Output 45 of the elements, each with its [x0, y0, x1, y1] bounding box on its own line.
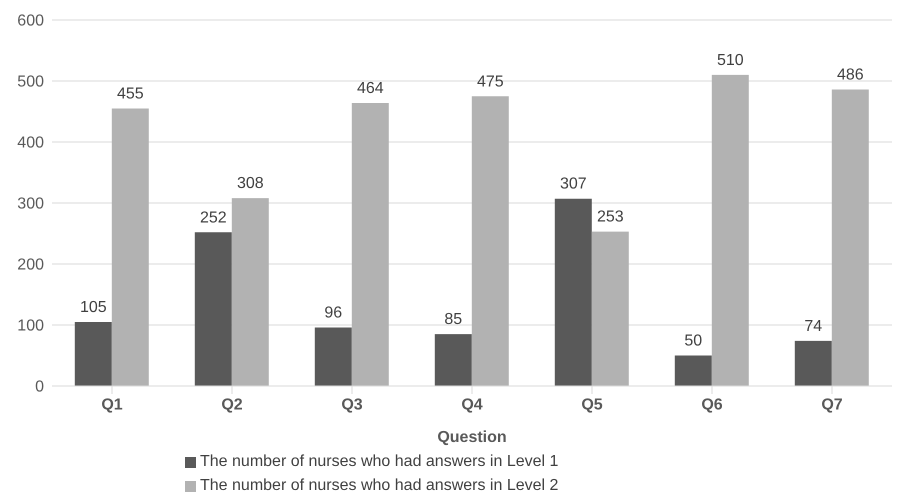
bar	[592, 232, 629, 386]
data-label: 510	[716, 52, 744, 69]
y-tick-label: 300	[17, 196, 44, 213]
x-tick-label: Q6	[701, 396, 723, 414]
bar	[314, 327, 352, 386]
bar	[794, 340, 832, 386]
x-tick-label: Q7	[821, 396, 843, 414]
data-label: 253	[596, 208, 624, 226]
x-tick-label: Q1	[101, 396, 123, 414]
bar	[434, 334, 472, 386]
bar	[352, 102, 389, 386]
data-label: 252	[200, 209, 227, 226]
x-tick-label: Q4	[461, 396, 483, 414]
legend-label: The number of nurses who had answers in Level 1	[200, 453, 558, 471]
bar	[832, 90, 869, 386]
data-label: 85	[444, 311, 462, 328]
x-tick-label: Q3	[341, 396, 363, 414]
bar	[194, 232, 232, 386]
bar	[674, 356, 712, 386]
data-label: 307	[560, 176, 587, 193]
data-label: 464	[356, 80, 384, 97]
y-tick-label: 500	[17, 74, 44, 91]
data-label: 74	[804, 318, 822, 335]
y-tick-label: 0	[35, 378, 44, 396]
data-label: 486	[836, 66, 864, 84]
x-tick-label: Q5	[581, 396, 603, 414]
bar	[112, 108, 149, 386]
legend-label: The number of nurses who had answers in Level 2	[200, 477, 558, 495]
data-label: 455	[116, 85, 144, 102]
data-label: 96	[324, 304, 342, 322]
bar	[74, 322, 112, 386]
x-axis-title: Question	[437, 429, 507, 446]
bar	[554, 198, 592, 386]
data-label: 105	[80, 298, 107, 316]
y-tick-label: 200	[17, 256, 44, 274]
y-tick-label: 400	[17, 134, 44, 152]
data-label: 308	[236, 175, 264, 192]
data-label: 475	[476, 73, 504, 90]
y-tick-label: 100	[17, 318, 44, 335]
bar	[472, 96, 509, 386]
data-label: 50	[684, 332, 702, 350]
bar	[712, 74, 749, 386]
bar	[232, 198, 269, 386]
x-tick-label: Q2	[221, 396, 243, 414]
y-tick-label: 600	[17, 12, 44, 30]
